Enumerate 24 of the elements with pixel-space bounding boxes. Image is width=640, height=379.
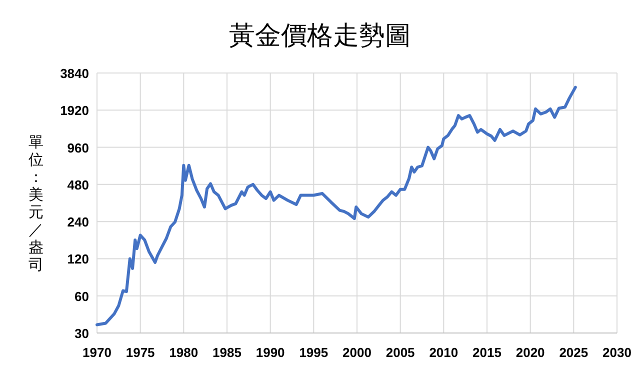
y-axis-title: 單位：美元／盎司 [28,134,44,274]
line-series [96,86,577,326]
x-tick-label: 2010 [429,345,458,360]
x-tick-label: 1975 [126,345,155,360]
y-tick-label: 120 [67,252,89,267]
y-tick-label: 1920 [60,103,89,118]
x-tick-label: 2000 [342,345,372,360]
x-tick-label: 2005 [386,345,415,360]
x-tick-label: 1995 [299,345,328,360]
y-tick-label: 480 [67,177,89,192]
x-tick-label: 1985 [212,345,242,360]
x-tick-label: 1980 [169,345,198,360]
x-tick-label: 2025 [559,345,588,360]
chart-title: 黃金價格走勢圖 [229,20,411,50]
x-tick-label: 2015 [472,345,502,360]
y-tick-label: 960 [67,140,89,156]
x-tick-label: 1970 [82,345,112,360]
y-tick-label: 3840 [60,66,89,81]
y-tick-label: 60 [74,288,89,304]
y-tick-label: 240 [67,214,89,230]
x-tick-label: 2030 [602,345,632,360]
y-tick-label: 30 [74,326,89,341]
x-tick-label: 1990 [256,345,285,360]
x-tick-label: 2020 [516,345,545,360]
